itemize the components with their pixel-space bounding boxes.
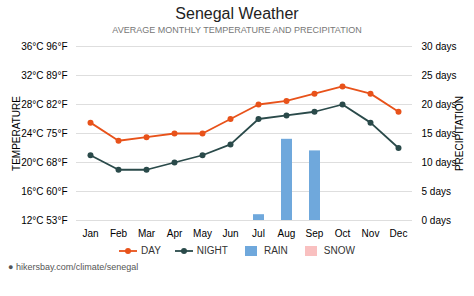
svg-text:10 days: 10 days: [422, 157, 457, 168]
svg-text:36°C 96°F: 36°C 96°F: [21, 41, 67, 52]
html-text:● hikersbay.com/climate/senega: ● hikersbay.com/climate/senegal: [8, 262, 139, 272]
svg-text:Feb: Feb: [110, 228, 128, 239]
svg-text:32°C 89°F: 32°C 89°F: [21, 70, 67, 81]
svg-text:Nov: Nov: [362, 228, 380, 239]
svg-text:May: May: [193, 228, 212, 239]
svg-text:25 days: 25 days: [422, 70, 457, 81]
html-text:RAIN: RAIN: [264, 245, 288, 256]
html-text:Senegal Weather: Senegal Weather: [175, 5, 299, 22]
svg-text:0 days: 0 days: [422, 215, 451, 226]
html-text:AVERAGE MONTHLY TEMPERATURE AN: AVERAGE MONTHLY TEMPERATURE AND PRECIPIT…: [112, 25, 362, 35]
svg-text:Sep: Sep: [306, 228, 324, 239]
svg-text:5 days: 5 days: [422, 186, 451, 197]
svg-text:24°C 75°F: 24°C 75°F: [21, 128, 67, 139]
svg-text:Jan: Jan: [82, 228, 98, 239]
svg-text:16°C 60°F: 16°C 60°F: [21, 186, 67, 197]
svg-text:28°C 82°F: 28°C 82°F: [21, 99, 67, 110]
svg-text:Mar: Mar: [138, 228, 156, 239]
svg-text:Apr: Apr: [167, 228, 183, 239]
svg-text:Dec: Dec: [390, 228, 408, 239]
svg-text:15 days: 15 days: [422, 128, 457, 139]
svg-text:30 days: 30 days: [422, 41, 457, 52]
svg-text:20°C 68°F: 20°C 68°F: [21, 157, 67, 168]
svg-text:Jun: Jun: [222, 228, 238, 239]
svg-text:12°C 53°F: 12°C 53°F: [21, 215, 67, 226]
svg-text:Oct: Oct: [335, 228, 351, 239]
html-text:NIGHT: NIGHT: [196, 245, 228, 256]
svg-text:Jul: Jul: [252, 228, 265, 239]
html-text:DAY: DAY: [141, 245, 161, 256]
svg-text:20 days: 20 days: [422, 99, 457, 110]
svg-text:PRECIPITATION: PRECIPITATION: [454, 96, 465, 171]
html-text:SNOW: SNOW: [323, 245, 355, 256]
svg-text:Aug: Aug: [278, 228, 296, 239]
svg-text:TEMPERATURE: TEMPERATURE: [11, 96, 22, 171]
